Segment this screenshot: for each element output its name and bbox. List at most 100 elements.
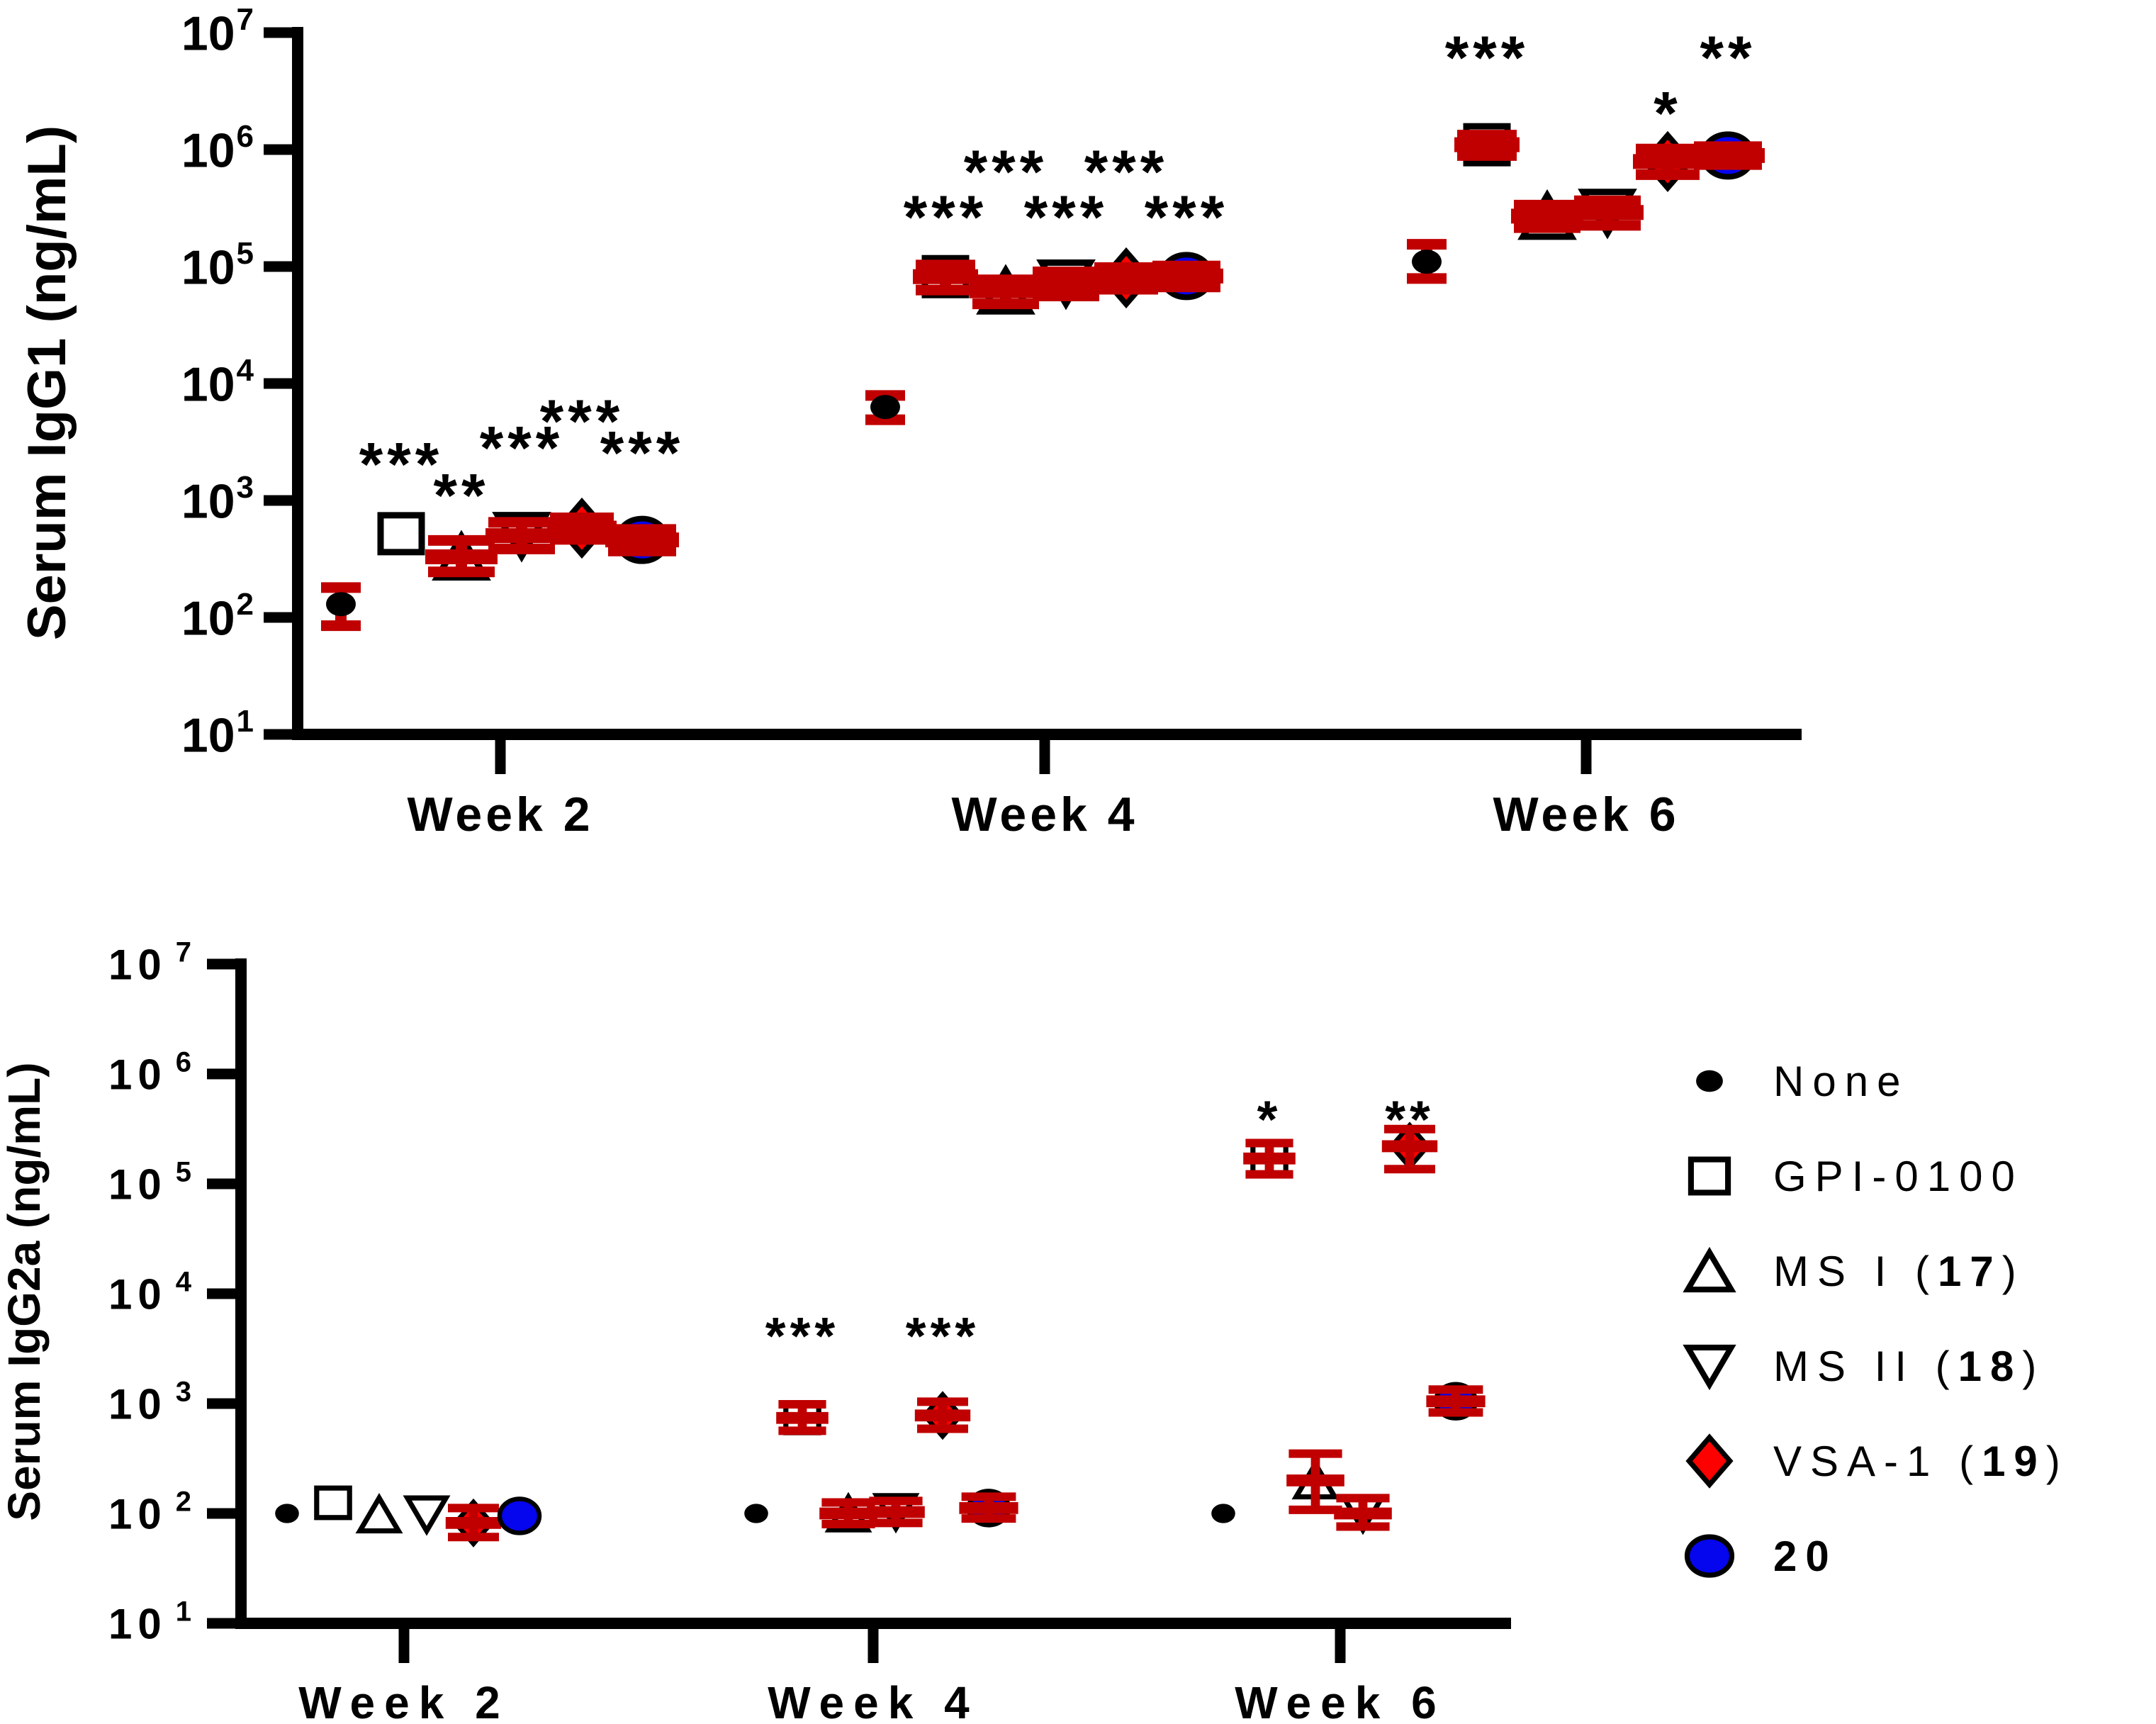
igg2a-ytick-1e1: 10 1 (108, 1596, 197, 1647)
marker-c20 (497, 1496, 542, 1535)
point-igg1-week-2-vsa (547, 497, 617, 559)
point-igg2a-week-4-none (744, 1504, 768, 1523)
igg2a-ytick-1e7: 10 7 (108, 936, 197, 988)
point-igg1-week-6-vsa (1633, 130, 1702, 193)
significance-igg1-week-2-vsa: *** (540, 388, 624, 456)
marker-none (744, 1504, 768, 1523)
legend-label-ms-i: MS I (17) (1773, 1247, 2025, 1295)
marker-gpi (314, 1485, 352, 1521)
point-igg2a-week-6-none (1211, 1504, 1235, 1523)
point-igg1-week-6-ms2 (1571, 189, 1644, 240)
igg1-ytick-1e4: 104 (181, 353, 254, 412)
point-igg1-week-4-gpi (913, 254, 978, 298)
legend-label-none: None (1773, 1057, 1909, 1105)
significance-igg2a-week-4-gpi: *** (765, 1306, 839, 1365)
marker-gpi (377, 512, 425, 556)
point-igg2a-week-2-vsa (445, 1498, 502, 1547)
point-igg2a-week-4-c20 (959, 1489, 1018, 1528)
igg2a-ytick-1e2: 10 2 (108, 1486, 197, 1538)
legend-item-none: None (1667, 1034, 2156, 1129)
marker-none (1211, 1504, 1235, 1523)
point-igg2a-week-6-c20 (1426, 1382, 1486, 1421)
igg2a-ytick-1e3: 10 3 (108, 1376, 197, 1428)
igg2a-ytick-1e4: 10 4 (108, 1266, 197, 1318)
point-igg2a-week-2-ms2 (403, 1495, 451, 1536)
legend-item-20: 20 (1667, 1508, 2156, 1603)
igg2a-ylabel: Serum IgG2a (ng/mL) (0, 1062, 50, 1521)
significance-igg2a-week-6-vsa: ** (1385, 1090, 1434, 1148)
point-igg2a-week-6-gpi (1243, 1138, 1296, 1179)
legend-item-ms-ii: MS II (18) (1667, 1319, 2156, 1414)
open-square-icon (1688, 1156, 1731, 1196)
point-igg1-week-6-none (1407, 239, 1447, 284)
significance-igg1-week-4-c20: *** (1145, 184, 1228, 252)
legend-label-vsa-1: VSA-1 (19) (1773, 1437, 2069, 1485)
significance-igg1-week-6-c20: ** (1700, 24, 1756, 92)
significance-igg1-week-6-gpi: *** (1445, 24, 1529, 92)
point-igg2a-week-4-gpi (776, 1400, 829, 1435)
significance-igg1-week-2-ms1: ** (434, 461, 490, 530)
igg1-xtick-label-2: Week 4 (951, 788, 1138, 841)
point-igg2a-week-4-vsa (914, 1391, 971, 1440)
marker-none (275, 1504, 299, 1523)
point-igg2a-week-6-ms2 (1334, 1494, 1392, 1535)
filled-diamond-icon (1685, 1433, 1734, 1489)
point-igg1-week-2-ms1 (425, 530, 498, 581)
significance-igg2a-week-6-gpi: * (1257, 1090, 1282, 1148)
point-igg2a-week-2-none (275, 1504, 299, 1523)
point-igg1-week-6-gpi (1454, 123, 1520, 167)
igg1-ytick-1e3: 103 (181, 470, 254, 529)
point-igg2a-week-4-ms2 (867, 1493, 925, 1534)
significance-igg1-week-2-ms2: *** (480, 415, 563, 483)
filled-circle-icon (1696, 1070, 1723, 1092)
point-igg1-week-2-c20 (605, 515, 679, 564)
igg1-xtick-label-1: Week 2 (407, 788, 593, 841)
open-triangle-up-icon (1683, 1246, 1736, 1293)
legend-label-ms-ii: MS II (18) (1773, 1342, 2045, 1390)
legend-item-vsa-1: VSA-1 (19) (1667, 1414, 2156, 1508)
igg1-xtick-label-3: Week 6 (1493, 788, 1679, 841)
point-igg1-week-4-ms1 (970, 264, 1042, 315)
legend-label-20: 20 (1773, 1532, 1838, 1580)
point-igg2a-week-6-vsa (1381, 1121, 1438, 1174)
open-triangle-down-icon (1683, 1344, 1736, 1391)
legend-item-gpi-0100: GPI-0100 (1667, 1129, 2156, 1224)
legend-label-gpi-0100: GPI-0100 (1773, 1152, 2023, 1200)
point-igg1-week-4-ms2 (1030, 259, 1102, 310)
significance-igg1-week-4-ms1: *** (964, 138, 1048, 206)
legend: None GPI-0100 MS I (17) MS II (18) VSA-1… (1667, 1034, 2156, 1603)
significance-igg2a-week-4-vsa: *** (906, 1306, 979, 1365)
legend-item-ms-i: MS I (17) (1667, 1224, 2156, 1319)
igg2a-ytick-1e5: 10 5 (108, 1156, 197, 1208)
point-igg2a-week-6-ms1 (1286, 1449, 1344, 1514)
igg1-ytick-1e5: 105 (181, 236, 254, 295)
significance-igg1-week-2-gpi: *** (359, 431, 443, 499)
marker-none (1412, 250, 1442, 274)
igg2a-xtick-label-1: Week 2 (298, 1677, 509, 1724)
filled-ellipse-icon (1684, 1534, 1735, 1578)
point-igg2a-week-2-ms1 (355, 1493, 403, 1534)
igg1-ylabel: Serum IgG1 (ng/mL) (17, 125, 77, 640)
significance-igg1-week-4-gpi: *** (904, 184, 987, 252)
point-igg1-week-2-gpi (377, 512, 425, 556)
point-igg1-week-4-c20 (1150, 252, 1223, 301)
point-igg1-week-2-none (321, 582, 361, 632)
significance-igg1-week-4-vsa: *** (1084, 138, 1168, 206)
significance-igg1-week-6-vsa: * (1654, 80, 1681, 148)
significance-igg1-week-4-ms2: *** (1024, 184, 1108, 252)
point-igg1-week-4-none (865, 390, 905, 425)
igg1-ytick-1e1: 101 (181, 704, 254, 763)
point-igg2a-week-2-c20 (497, 1496, 542, 1535)
igg1-ytick-1e6: 106 (181, 119, 254, 178)
igg1-ytick-1e2: 102 (181, 587, 254, 646)
igg2a-ytick-1e6: 10 6 (108, 1046, 197, 1098)
point-igg2a-week-2-gpi (314, 1485, 352, 1521)
point-igg1-week-6-c20 (1691, 131, 1765, 180)
marker-ms2 (403, 1495, 451, 1536)
marker-ms1 (355, 1493, 403, 1534)
igg2a-xtick-label-2: Week 4 (768, 1677, 978, 1724)
igg2a-xtick-label-3: Week 6 (1235, 1677, 1445, 1724)
significance-igg1-week-2-c20: *** (600, 420, 684, 488)
